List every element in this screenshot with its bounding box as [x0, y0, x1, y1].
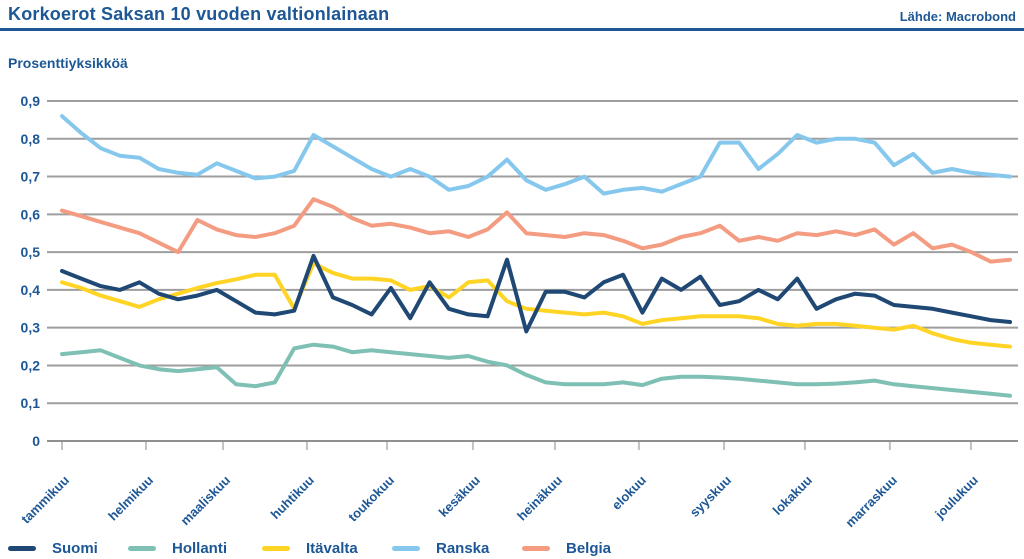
- y-tick-label: 0,1: [21, 395, 41, 411]
- legend-swatch-hollanti: [128, 545, 156, 551]
- legend-label: Itävalta: [306, 539, 358, 557]
- x-tick-label-month: marraskuu: [842, 472, 900, 530]
- x-tick-label-month: huhtikuu: [268, 472, 317, 521]
- chart-legend: Suomi Hollanti Itävalta Ranska Belgia: [0, 538, 1024, 559]
- legend-item-belgia: Belgia: [522, 538, 611, 558]
- legend-label: Belgia: [566, 539, 612, 557]
- y-tick-label: 0: [32, 433, 40, 449]
- x-tick-label-month: maaliskuu: [178, 472, 234, 528]
- x-tick-label-month: heinäkuu: [514, 472, 565, 523]
- y-tick-label: 0,5: [21, 244, 41, 260]
- legend-item-ranska: Ranska: [392, 538, 489, 558]
- legend-label: Suomi: [52, 539, 98, 557]
- y-tick-label: 0,2: [21, 357, 41, 373]
- legend-swatch-ranska: [392, 545, 420, 551]
- y-tick-label: 0,8: [21, 131, 41, 147]
- y-tick-label: 0,4: [21, 282, 41, 298]
- series-line-ranska: [60, 114, 1012, 196]
- y-tick-label: 0,7: [21, 169, 41, 185]
- x-tick-label-month: helmikuu: [105, 472, 156, 523]
- x-tick-label-month: toukokuu: [345, 472, 397, 524]
- x-tick-label-month: lokakuu: [770, 472, 815, 517]
- series-line-suomi: [60, 253, 1012, 334]
- x-tick-label-month: tammikuu: [18, 472, 72, 526]
- y-tick-label: 0,3: [21, 320, 41, 336]
- y-axis-unit-label: Prosenttiyksikköä: [8, 55, 128, 71]
- title-divider: [0, 28, 1024, 31]
- y-tick-label: 0,6: [21, 206, 41, 222]
- series-line-hollanti: [60, 342, 1012, 398]
- x-tick-label-month: kesäkuu: [436, 472, 483, 519]
- series-line-belgia: [60, 197, 1012, 264]
- legend-item-itävalta: Itävalta: [262, 538, 358, 558]
- page-title: Korkoerot Saksan 10 vuoden valtionlainaa…: [8, 4, 390, 24]
- legend-label: Ranska: [436, 539, 490, 557]
- legend-swatch-belgia: [522, 545, 550, 551]
- x-tick-label-month: elokuu: [609, 472, 649, 512]
- legend-item-hollanti: Hollanti: [128, 538, 227, 558]
- series-line-itävalta: [60, 261, 1012, 349]
- legend-item-suomi: Suomi: [8, 538, 98, 558]
- y-tick-label: 0,9: [21, 93, 41, 109]
- legend-swatch-suomi: [8, 545, 36, 551]
- legend-swatch-itävalta: [262, 545, 290, 551]
- source-label: Lähde: Macrobond: [899, 9, 1016, 24]
- legend-label: Hollanti: [172, 539, 227, 557]
- x-tick-label-month: joulukuu: [931, 472, 981, 522]
- x-tick-label-month: syyskuu: [687, 472, 734, 519]
